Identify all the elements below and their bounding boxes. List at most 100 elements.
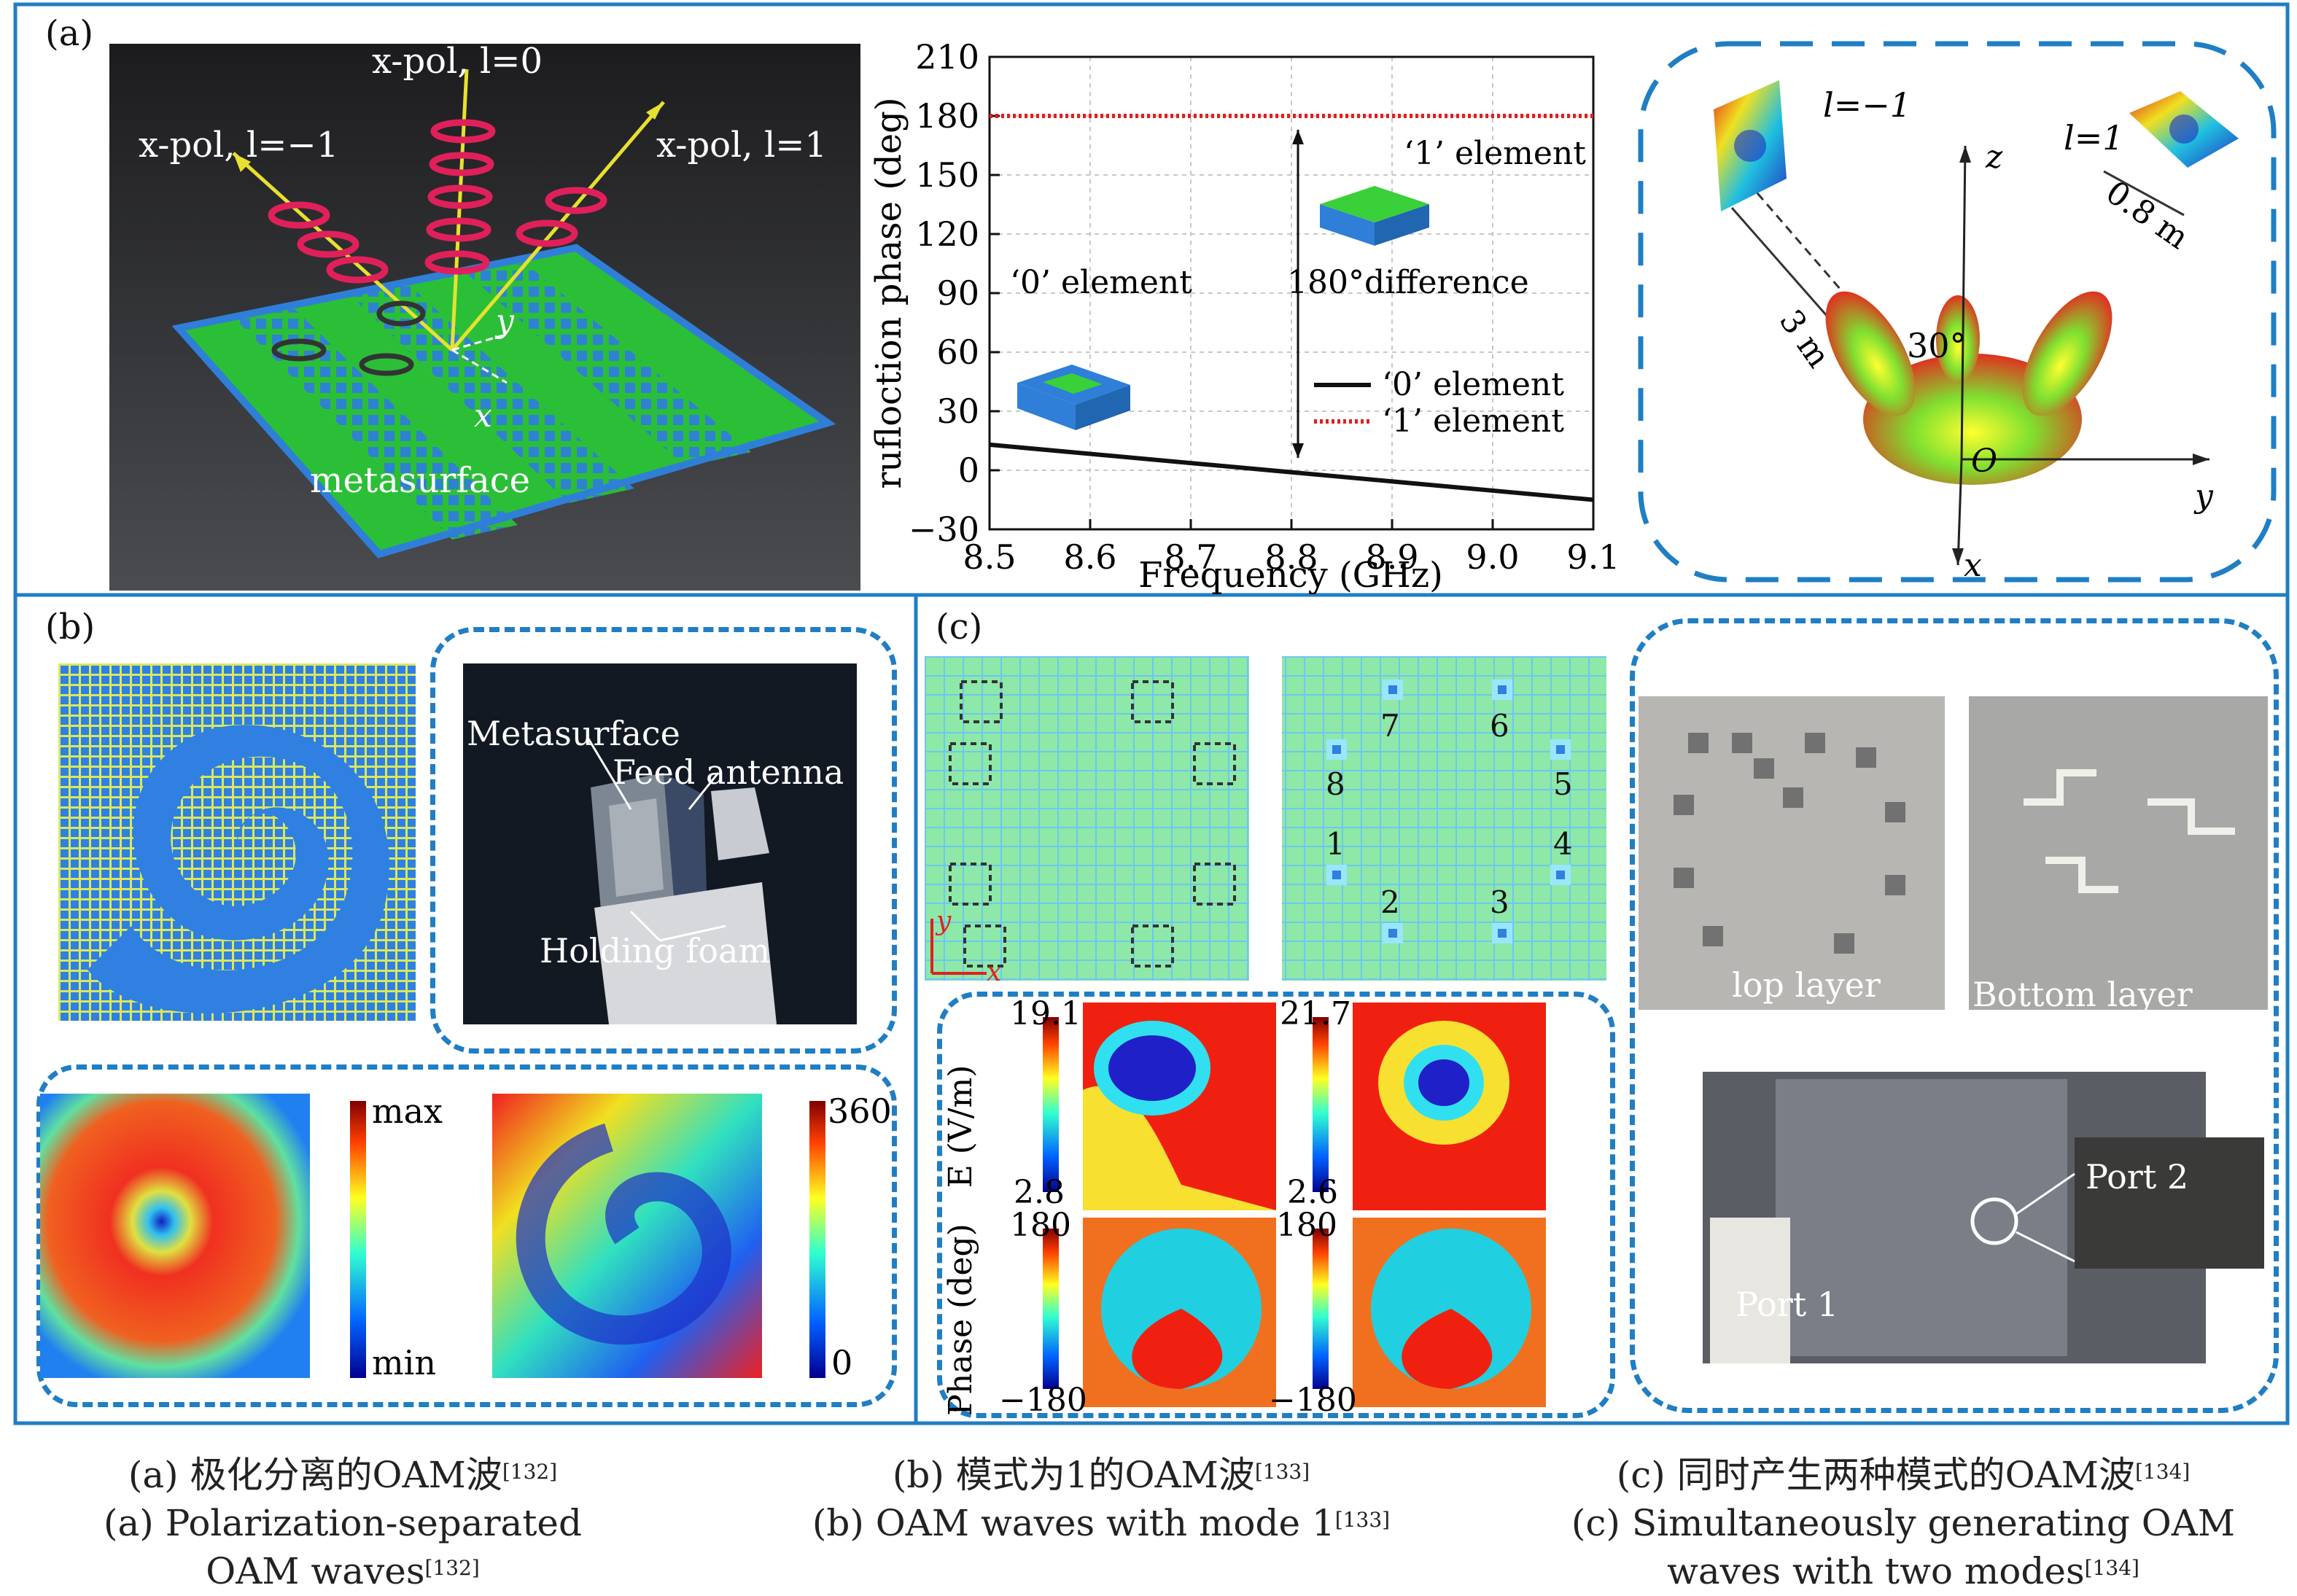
y-tick-label: 0 <box>958 451 979 490</box>
chart-ylabel: rufloction phase (deg) <box>868 97 909 488</box>
oam-map-right <box>2129 91 2239 168</box>
caption-b-en1-ref: [133] <box>1334 1508 1391 1532</box>
port-label: 1 <box>1326 826 1345 862</box>
y-tick-label: 210 <box>915 37 979 77</box>
photo-c-dashed-box <box>1630 618 2279 1413</box>
p1-max: 180 <box>1010 1207 1071 1244</box>
caption-a-cn-ref: [132] <box>502 1460 558 1484</box>
y-tick-label: 60 <box>936 332 979 372</box>
phase-bar-min: 0 <box>831 1343 852 1382</box>
scene-axis-y: y <box>494 303 515 340</box>
e1-max: 19.1 <box>1010 995 1081 1032</box>
photo-top-label: lop layer <box>1732 965 1881 1005</box>
port-label: 8 <box>1326 766 1345 802</box>
amp-bar-min: min <box>372 1343 436 1382</box>
y-tick-label: 180 <box>915 96 979 136</box>
far-mode-right: l=1 <box>2064 118 2124 157</box>
x-tick-label: 8.5 <box>963 537 1016 577</box>
panel-b-label: (b) <box>45 607 96 647</box>
caption-c: (c) 同时产生两种模式的OAM波[134] (c) Simultaneousl… <box>1524 1451 2282 1595</box>
caption-c-en1: (c) Simultaneously generating OAM <box>1571 1502 2236 1544</box>
phase-colorbar <box>809 1101 825 1378</box>
amplitude-phase-maps: max min 360 0 <box>40 1091 892 1382</box>
far-field-panel: l=−1 l=1 3 m 0.8 m z y x O 30° <box>1638 41 2277 583</box>
panel-a-label: (a) <box>45 13 94 54</box>
annotation-element1: ‘1’ element <box>1404 135 1586 172</box>
colorbar-p1 <box>1043 1229 1059 1389</box>
far-mode-left: l=−1 <box>1823 85 1911 125</box>
far-axis-y: y <box>2193 478 2214 515</box>
layout-bottom <box>1282 656 1606 981</box>
far-angle: 30° <box>1907 326 1967 365</box>
phase-bar-max: 360 <box>828 1091 892 1131</box>
port-label: 5 <box>1553 766 1573 802</box>
chart-xlabel: Frequency (GHz) <box>1138 555 1443 594</box>
caption-b-cn: (b) 模式为1的OAM波 <box>892 1454 1255 1496</box>
colorbar-p2 <box>1313 1229 1329 1389</box>
e1-min: 2.8 <box>1014 1174 1065 1211</box>
port-label: 6 <box>1490 708 1509 744</box>
caption-c-cn-ref: [134] <box>2134 1460 2191 1484</box>
annotation-element0: ‘0’ element <box>1010 264 1192 301</box>
port-label: 3 <box>1490 884 1509 920</box>
caption-a-en-ref: [132] <box>424 1556 480 1580</box>
x-tick-label: 8.9 <box>1365 537 1418 577</box>
colorbar-e2 <box>1313 1017 1329 1192</box>
field-dashed-box <box>36 1064 897 1407</box>
photo-bottom-layer <box>1969 696 2268 1010</box>
port-label: 7 <box>1380 708 1400 744</box>
field-ylabel-e: E (V/m) <box>942 1065 979 1188</box>
element0-icon <box>1017 365 1130 430</box>
scene-axis-x: x <box>474 397 492 435</box>
layout-axis-x: x <box>987 957 1001 987</box>
caption-c-en-ref: [134] <box>2084 1556 2139 1580</box>
p2-min: −180 <box>1269 1382 1357 1414</box>
caption-a-cn: (a) 极化分离的OAM波 <box>128 1454 502 1496</box>
x-tick-label: 9.0 <box>1466 537 1519 577</box>
reflection-phase-chart: 210 180 150 120 90 60 30 0 −30 8.5 8.6 8.7 8.8 8.9 9.… <box>868 37 1619 594</box>
y-tick-label: 150 <box>915 155 979 195</box>
y-tick-label: 120 <box>915 214 979 254</box>
x-tick-label: 9.1 <box>1566 537 1619 577</box>
layout-top <box>925 656 1249 981</box>
far-axis-z: z <box>1985 139 2003 176</box>
colorbar-e1 <box>1043 1017 1059 1192</box>
y-tick-label: 30 <box>936 392 979 431</box>
feed-antenna <box>711 787 769 860</box>
caption-b: (b) 模式为1的OAM波[133] (b) OAM waves with mo… <box>773 1451 1429 1547</box>
e2-min: 2.6 <box>1287 1174 1338 1211</box>
port-label: 4 <box>1553 826 1573 862</box>
amplitude-colorbar <box>350 1101 366 1378</box>
anechoic-photo: Metasurface Feed antenna Holding foam <box>463 663 857 1024</box>
metasurface-scene: y x x-pol, l=−1 x-pol, l=0 x-pol, l=1 me… <box>109 44 860 591</box>
x-tick-label: 8.6 <box>1063 537 1116 577</box>
y-tick-label: 90 <box>936 273 979 313</box>
p2-max: 180 <box>1276 1207 1337 1244</box>
oam-map-left <box>1714 80 1787 211</box>
caption-b-cn-ref: [133] <box>1254 1460 1310 1484</box>
caption-c-en2: waves with two modes <box>1667 1550 2085 1592</box>
amp-bar-max: max <box>372 1091 443 1131</box>
photo-label-feed: Feed antenna <box>613 752 844 792</box>
field-map-e1 <box>1094 1021 1210 1116</box>
caption-a-en1: (a) Polarization-separated <box>103 1502 583 1544</box>
layout-axis-y: y <box>935 906 952 936</box>
e2-max: 21.7 <box>1280 995 1351 1032</box>
element1-icon <box>1320 186 1429 246</box>
far-origin: O <box>1971 443 1997 480</box>
port-label: 2 <box>1380 884 1400 920</box>
beam-label-left: x-pol, l=−1 <box>139 125 338 166</box>
field-ylabel-phase: Phase (deg) <box>942 1223 979 1414</box>
photo-top-layer <box>1639 696 1945 1010</box>
p1-min: −180 <box>999 1382 1087 1414</box>
panel-c-label: (c) <box>936 607 983 647</box>
series-line-0 <box>989 442 1594 502</box>
chart-legend: ‘0’ element ‘1’ element <box>1314 366 1564 440</box>
annotation-difference: 180°difference <box>1287 264 1529 301</box>
beam-label-mid: x-pol, l=0 <box>372 44 543 82</box>
holding-foam <box>594 882 777 1024</box>
legend-series-0: ‘0’ element <box>1382 366 1564 403</box>
far-axis-x: x <box>1964 547 1982 583</box>
phase-map-p2 <box>1402 1309 1493 1389</box>
